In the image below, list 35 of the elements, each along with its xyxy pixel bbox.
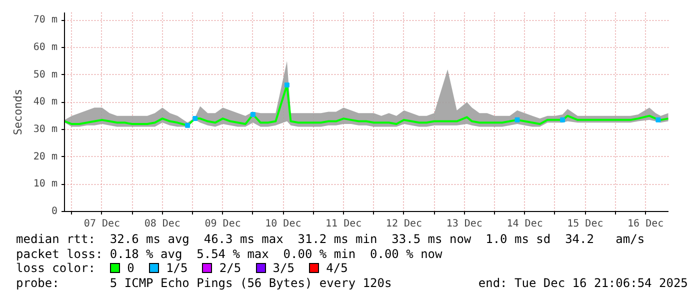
x-tick-label: 09 Dec bbox=[204, 218, 241, 230]
x-tick-label: 12 Dec bbox=[386, 218, 422, 230]
text: packet loss: 0.18 % avg 5.54 % max 0.00 % min 0.00 % now bbox=[16, 246, 444, 261]
x-tick-label: 16 Dec bbox=[628, 218, 664, 230]
y-tick-label: 0 bbox=[51, 206, 58, 217]
y-tick-label: 40 m bbox=[33, 96, 58, 108]
point bbox=[656, 117, 661, 122]
x-tick-label: 15 Dec bbox=[567, 218, 604, 230]
legend-label: 1/5 bbox=[165, 261, 188, 275]
y-tick-label: 60 m bbox=[33, 42, 58, 53]
x-tick-label: 13 Dec bbox=[446, 218, 482, 230]
point bbox=[185, 122, 190, 128]
y-tick-label: 20 m bbox=[33, 151, 58, 162]
point bbox=[192, 116, 198, 122]
y-tick-label: 30 m bbox=[33, 124, 58, 135]
y-tick-label: 50 m bbox=[33, 69, 58, 80]
point bbox=[514, 117, 520, 122]
text: median rtt: 32.6 ms avg 46.3 ms max 31.2 ms min 33.5 ms now 1.0 ms sd 34.2 am/s bbox=[16, 232, 646, 246]
point bbox=[284, 82, 290, 88]
x-tick-label: 07 Dec bbox=[84, 218, 120, 230]
x-tick-label: 10 Dec bbox=[265, 218, 302, 230]
x-tick-label: 08 Dec bbox=[144, 218, 180, 230]
legend-label: 0 bbox=[126, 261, 134, 275]
legend-label: 3/5 bbox=[272, 261, 294, 275]
y-tick-label: 10 m bbox=[33, 178, 58, 190]
point bbox=[250, 112, 256, 117]
x-tick-label: 14 Dec bbox=[506, 218, 543, 230]
legend-label: 2/5 bbox=[218, 261, 242, 275]
y-tick-label: 70 m bbox=[33, 14, 58, 26]
legend-title: loss color: bbox=[16, 261, 96, 275]
y-axis-title: Seconds bbox=[11, 88, 24, 136]
point bbox=[560, 117, 566, 122]
x-tick-label: 11 Dec bbox=[326, 218, 362, 230]
legend-label: 4/5 bbox=[325, 261, 348, 275]
text: probe: 5 ICMP Echo Pings (56 Bytes) every 120s end: Tue Dec 16 21:06:54 2025 bbox=[16, 276, 688, 290]
